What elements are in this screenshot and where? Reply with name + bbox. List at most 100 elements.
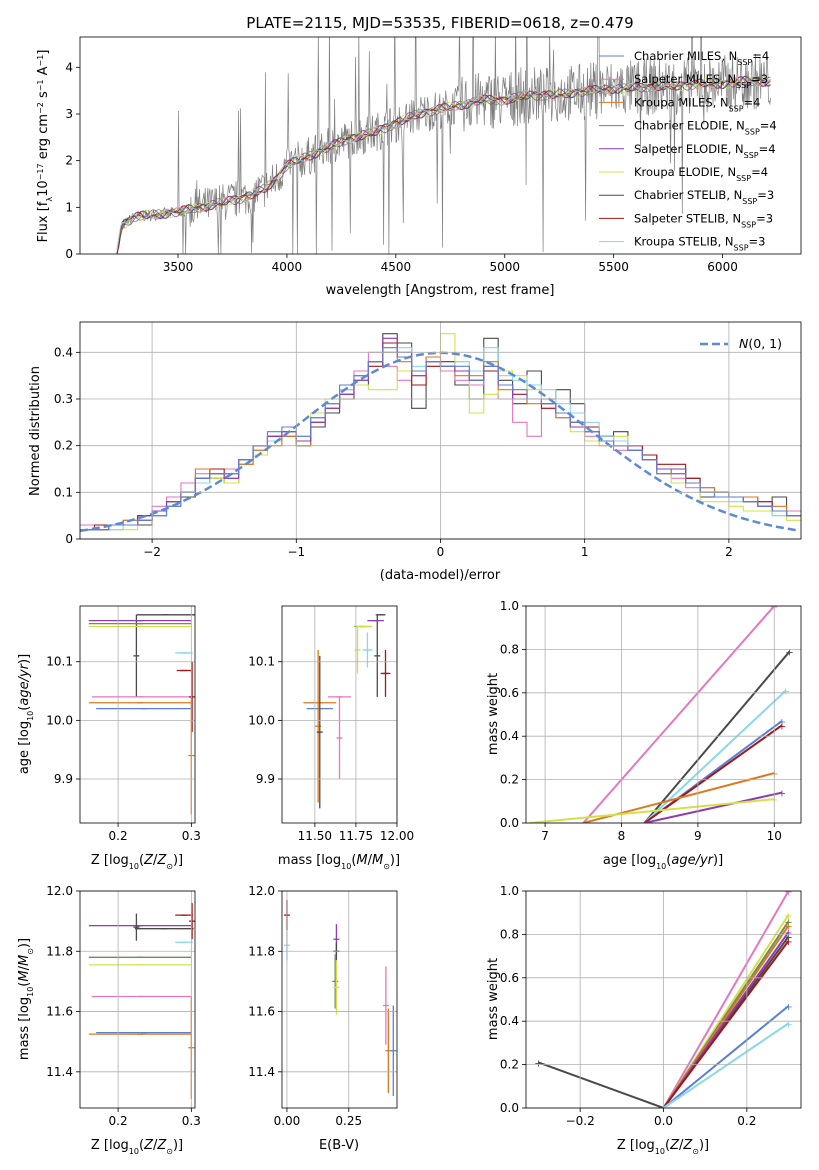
error-bar	[354, 626, 361, 674]
plus-marker: +	[784, 1019, 792, 1030]
plot-area	[116, 37, 771, 254]
legend-entry: Salpeter MILES, NSSP=3	[634, 72, 768, 90]
x-tick-label: 0.0	[654, 1114, 673, 1128]
error-bar	[336, 696, 343, 780]
y-tick-label: 11.6	[46, 1005, 73, 1019]
x-tick-label: 1	[581, 545, 589, 559]
y-tick-label: 0	[65, 247, 73, 261]
error-bar	[133, 614, 140, 697]
spectrum-axes: 3500 4000 4500 5000 5500 6000 0 1 2 3 4	[65, 36, 802, 274]
spectrum-legend: Chabrier MILES, NSSP=4 Salpeter MILES, NS…	[599, 49, 777, 252]
x-axis-label: mass [log10(M/M⊙)]	[278, 853, 400, 871]
plus-marker: +	[784, 922, 792, 933]
error-bar	[374, 614, 381, 697]
x-axis-label: Z [log10(Z/Z⊙)]	[91, 853, 183, 871]
y-axis-label: age [log10(age/yr)]	[17, 654, 35, 774]
x-tick-label: 0.3	[182, 1114, 201, 1128]
axes-frame	[79, 605, 196, 824]
y-axis-label: mass [log10(M/M⊙)]	[17, 938, 35, 1060]
legend-entry: N(0, 1)	[739, 336, 782, 351]
plot-area: ++++++++++	[534, 887, 793, 1108]
y-tick-label: 9.9	[256, 772, 275, 786]
y-tick-label: 11.6	[248, 1005, 275, 1019]
plus-marker: +	[782, 687, 790, 698]
y-tick-label: 9.9	[54, 772, 73, 786]
x-tick-label: 3500	[163, 260, 194, 274]
x-axis-label: (data-model)/error	[380, 568, 501, 583]
residual-axes: −2 −1 0 1 2 0 0.1 0.2 0.3 0.4	[54, 321, 802, 559]
y-tick-label: 0.1	[54, 485, 73, 499]
x-tick-label: −0.2	[566, 1114, 595, 1128]
error-bar	[133, 913, 140, 941]
weight-line	[643, 724, 783, 823]
legend-entry: Chabrier STELIB, NSSP=3	[634, 188, 774, 206]
x-tick-label: 8	[618, 829, 626, 843]
x-tick-label: 11.50	[298, 829, 332, 843]
y-tick-label: 10.0	[248, 713, 275, 727]
histogram-step	[80, 351, 801, 531]
x-tick-label: 0.00	[274, 1114, 301, 1128]
y-tick-label: 0.4	[500, 729, 519, 743]
weight-vs-age-axes: ++++++++ 7 8 9 10 0.0 0.2 0.4 0.6 0.8 1.0	[500, 599, 802, 843]
y-axis-label: mass weight	[486, 673, 501, 755]
plot-area: ++++++++	[529, 606, 794, 823]
x-tick-label: 4000	[272, 260, 303, 274]
weight-line	[662, 891, 790, 1108]
legend-entry: Kroupa STELIB, NSSP=3	[634, 235, 765, 253]
axes-frame	[525, 890, 802, 1109]
plus-marker: +	[784, 933, 792, 944]
y-tick-label: 3	[65, 107, 73, 121]
plus-marker: +	[784, 887, 792, 898]
plus-marker: +	[784, 937, 792, 948]
plus-marker: +	[778, 721, 786, 732]
x-tick-label: 9	[694, 829, 702, 843]
y-axis-label: mass weight	[486, 958, 501, 1040]
x-tick-label: 6000	[707, 260, 738, 274]
y-tick-label: 0.6	[500, 971, 519, 985]
x-axis-label: Z [log10(Z/Z⊙)]	[91, 1138, 183, 1156]
age-vs-z-axes: 0.2 0.3 9.9 10.0 10.1	[46, 605, 201, 843]
histogram-legend: N(0, 1)	[700, 336, 782, 351]
y-tick-label: 0.0	[500, 816, 519, 830]
x-axis-label: E(B-V)	[319, 1138, 359, 1153]
y-tick-label: 1.0	[500, 884, 519, 898]
x-axis-label: Z [log10(Z/Z⊙)]	[617, 1138, 709, 1156]
x-tick-label: −1	[287, 545, 305, 559]
normal-curve	[80, 351, 799, 533]
y-tick-label: 10.1	[248, 655, 275, 669]
error-bar	[362, 632, 373, 668]
x-tick-label: 0.3	[182, 829, 201, 843]
plot-area	[88, 614, 195, 815]
y-tick-label: 0.8	[500, 642, 519, 656]
weight-line	[644, 791, 783, 823]
weight-line	[662, 1022, 790, 1108]
error-bar	[189, 903, 195, 940]
x-tick-label: 0.2	[109, 1114, 128, 1128]
axes-frame	[79, 36, 802, 255]
x-tick-label: 7	[541, 829, 549, 843]
weight-line	[662, 940, 790, 1108]
legend-entry: Salpeter ELODIE, NSSP=4	[634, 142, 776, 160]
axes-frame	[79, 890, 196, 1109]
plot-area	[88, 903, 195, 1099]
y-tick-label: 0.2	[54, 439, 73, 453]
axes-frame	[79, 321, 802, 540]
x-tick-label: −2	[143, 545, 161, 559]
error-bar	[332, 954, 339, 1009]
y-tick-label: 0.6	[500, 686, 519, 700]
y-tick-label: 10.1	[46, 655, 73, 669]
y-tick-label: 1	[65, 200, 73, 214]
y-tick-label: 4	[65, 60, 73, 74]
plot-area	[283, 900, 397, 1096]
legend-entry: Chabrier ELODIE, NSSP=4	[634, 119, 777, 137]
y-tick-label: 0.8	[500, 927, 519, 941]
error-bar	[333, 960, 340, 1015]
x-tick-label: 11.75	[339, 829, 373, 843]
error-bar	[382, 966, 389, 1045]
y-tick-label: 11.8	[46, 944, 73, 958]
model-spectrum-line	[116, 77, 771, 251]
legend-entry: Chabrier MILES, NSSP=4	[634, 49, 769, 67]
axes-frame	[281, 890, 398, 1109]
plus-marker: +	[778, 717, 786, 728]
